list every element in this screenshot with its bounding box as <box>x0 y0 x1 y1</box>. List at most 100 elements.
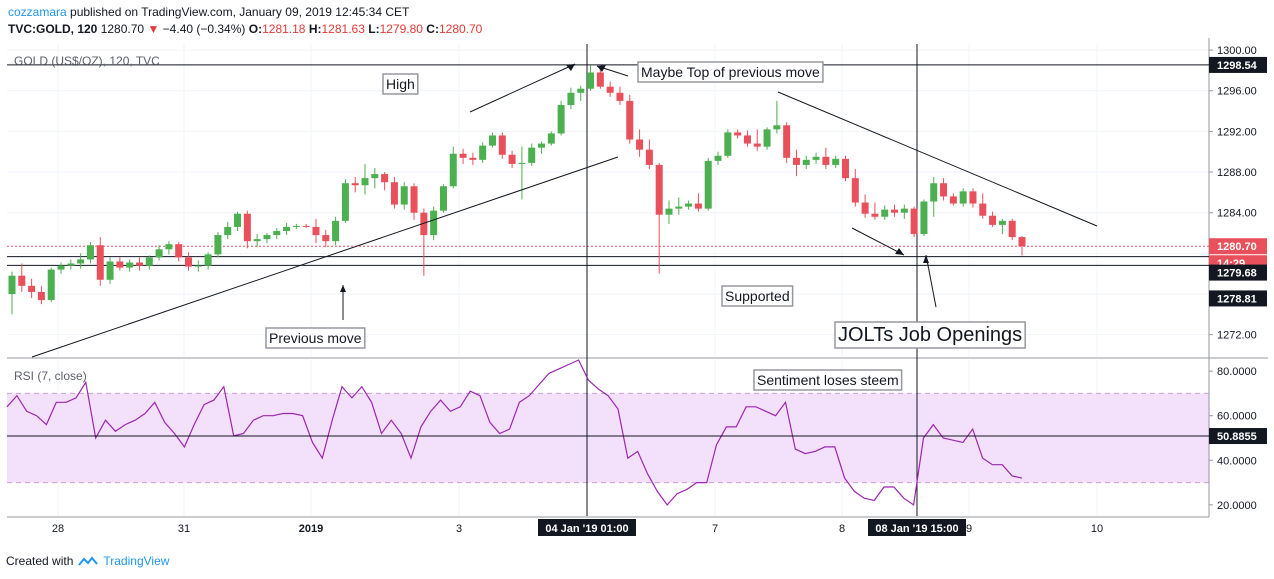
candle-body <box>292 225 300 227</box>
candle-body <box>557 104 565 134</box>
line-a-badge-bg <box>1209 264 1267 281</box>
candle-body <box>1008 220 1016 238</box>
annotation-top: Maybe Top of previous move <box>641 64 820 80</box>
time-tick-label: 28 <box>52 523 64 535</box>
tradingview-brand-link[interactable]: TradingView <box>103 554 170 568</box>
candle-body <box>518 162 526 164</box>
candle-body <box>704 160 712 209</box>
candle-body <box>47 269 55 301</box>
candle-body <box>871 213 879 217</box>
candle-body <box>577 88 585 93</box>
candle-body <box>969 191 977 204</box>
candle-body <box>792 157 800 165</box>
candle-body <box>145 257 153 266</box>
candle-body <box>185 257 193 267</box>
candle-body <box>283 226 291 231</box>
close-label: C: <box>426 22 439 36</box>
candle-body <box>449 153 457 187</box>
supported-arrow-line <box>851 227 905 256</box>
candle-body <box>547 133 555 144</box>
candle-body <box>312 226 320 236</box>
candle-body <box>37 291 45 301</box>
time-tick-label: 9 <box>966 523 972 535</box>
candle-body <box>390 182 398 205</box>
symbol-info: TVC:GOLD, 120 1280.70 ▼ −4.40 (−0.34%) O… <box>8 22 482 36</box>
candle-body <box>949 196 957 204</box>
candle-body <box>881 209 889 217</box>
annotation-jolts-box <box>834 321 1026 349</box>
candle-body <box>812 156 820 160</box>
time-tick-label: 3 <box>456 523 462 535</box>
rsi-tick-label: 80.0000 <box>1217 366 1257 378</box>
candle-body <box>538 143 546 148</box>
candle-body <box>508 154 516 164</box>
time-badge: 08 Jan '19 15:00 <box>875 523 958 535</box>
annotation-high: High <box>386 76 415 92</box>
candle-body <box>341 183 349 221</box>
candle-body <box>106 261 114 280</box>
candle-body <box>469 157 477 160</box>
current-price-badge-bg <box>1209 238 1267 255</box>
candle-body <box>998 220 1006 225</box>
annotation-high-box <box>382 73 419 95</box>
annotation-supported-box <box>721 285 794 307</box>
rsi-midline-badge: 50.8855 <box>1217 431 1257 443</box>
time-tick-label: 10 <box>1091 523 1103 535</box>
time-badge: 04 Jan '19 01:00 <box>545 523 628 535</box>
candle-body <box>400 186 408 205</box>
candle-body <box>459 153 467 158</box>
candle-body <box>606 86 614 93</box>
candle-body <box>96 245 104 280</box>
down-arrow-icon: ▼ <box>147 22 160 36</box>
candle-body <box>430 210 438 236</box>
candle-body <box>989 215 997 225</box>
candle-body <box>616 92 624 101</box>
candle-body <box>655 164 663 215</box>
candle-body <box>67 263 75 266</box>
candle-body <box>861 202 869 214</box>
high-arrow-line <box>469 63 576 113</box>
rsi-tick-label: 20.0000 <box>1217 500 1257 512</box>
candle-body <box>959 191 967 204</box>
jolts-arrow-line <box>925 254 937 308</box>
candle-body <box>204 254 212 266</box>
candle-body <box>302 225 310 227</box>
candle-body <box>930 183 938 202</box>
candle-body <box>626 100 634 140</box>
candle-body <box>773 125 781 130</box>
tradingview-logo-icon <box>78 555 99 566</box>
candle-body <box>665 208 673 215</box>
candle-body <box>694 203 702 209</box>
candle-body <box>636 139 644 150</box>
annotation-top-box <box>637 61 824 83</box>
high-value: 1281.63 <box>321 22 365 36</box>
candle-body <box>234 213 242 227</box>
candle-body <box>567 92 575 105</box>
time-badge-bg <box>538 519 636 536</box>
candle-body <box>439 186 447 211</box>
line-b-badge: 1278.81 <box>1217 293 1257 305</box>
publish-info: cozzamara published on TradingView.com, … <box>8 5 409 19</box>
high-label: H: <box>308 22 322 36</box>
arrowhead-icon <box>923 255 929 263</box>
open-value: 1281.18 <box>262 22 306 36</box>
last-price: 1280.70 <box>100 22 145 36</box>
candle-body <box>371 174 379 179</box>
rsi-pane-title: RSI (7, close) <box>14 369 87 383</box>
price-tick-label: 1288.00 <box>1217 167 1257 179</box>
candle-body <box>488 135 496 146</box>
price-tick-label: 1272.00 <box>1217 330 1257 342</box>
candle-body <box>841 158 849 179</box>
low-value: 1279.80 <box>379 22 423 36</box>
candle-body <box>1018 237 1026 247</box>
candle-body <box>851 178 859 203</box>
candle-body <box>900 208 908 213</box>
author-link[interactable]: cozzamara <box>8 5 67 19</box>
time-tick-label: 7 <box>712 523 718 535</box>
price-tick-label: 1292.00 <box>1217 126 1257 138</box>
candle-body <box>675 206 683 209</box>
arrowhead-icon <box>566 64 575 71</box>
symbol-name: TVC:GOLD, 120 <box>8 22 98 36</box>
line-b-badge-bg <box>1209 290 1267 307</box>
